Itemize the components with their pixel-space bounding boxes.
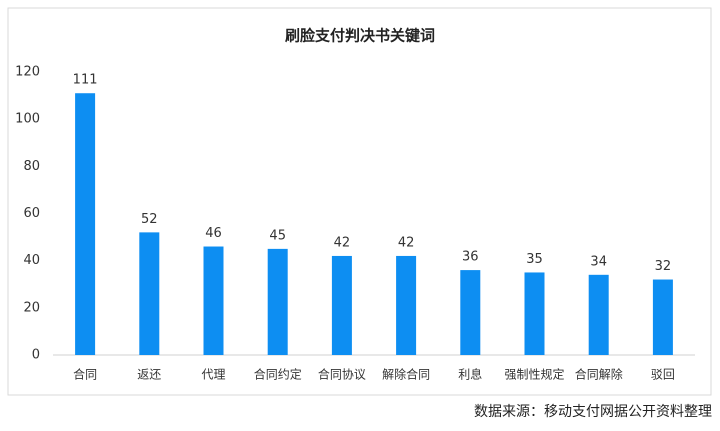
x-tick-label: 解除合同	[382, 367, 430, 382]
y-tick-label: 100	[15, 112, 40, 127]
value-label: 36	[462, 250, 479, 265]
y-tick-label: 80	[23, 159, 40, 174]
bar	[460, 270, 481, 355]
value-label: 42	[334, 235, 351, 250]
y-tick-label: 60	[23, 206, 40, 221]
value-label: 111	[73, 73, 98, 88]
y-tick-label: 0	[32, 348, 40, 363]
x-tick-label: 强制性规定	[504, 367, 564, 382]
bar	[139, 232, 160, 355]
value-label: 32	[655, 259, 672, 274]
source-note: 数据来源：移动支付网据公开资料整理	[474, 404, 712, 420]
value-label: 42	[398, 235, 415, 250]
x-tick-label: 驳回	[651, 368, 675, 382]
bar	[588, 274, 609, 355]
bar	[75, 93, 96, 355]
x-tick-label: 合同解除	[575, 367, 623, 382]
chart-title: 刷脸支付判决书关键词	[285, 27, 435, 45]
bar	[396, 255, 417, 355]
bar	[652, 279, 673, 355]
value-label: 34	[590, 254, 607, 269]
value-label: 35	[526, 252, 543, 267]
bar	[331, 255, 352, 355]
x-tick-label: 代理	[201, 368, 225, 382]
value-label: 52	[141, 212, 158, 227]
bar	[524, 272, 545, 355]
bar	[267, 248, 288, 355]
x-tick-label: 返还	[137, 368, 161, 382]
x-tick-label: 利息	[458, 367, 482, 382]
value-label: 45	[269, 228, 286, 243]
y-tick-label: 20	[23, 300, 40, 315]
value-label: 46	[205, 226, 222, 241]
x-tick-label: 合同	[73, 367, 97, 382]
y-tick-label: 120	[15, 65, 40, 80]
x-tick-label: 合同协议	[318, 367, 366, 382]
bar	[203, 246, 224, 355]
x-tick-label: 合同约定	[254, 367, 302, 382]
y-tick-label: 40	[23, 253, 40, 268]
